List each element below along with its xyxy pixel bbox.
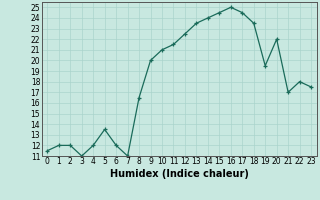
X-axis label: Humidex (Indice chaleur): Humidex (Indice chaleur) [110,169,249,179]
